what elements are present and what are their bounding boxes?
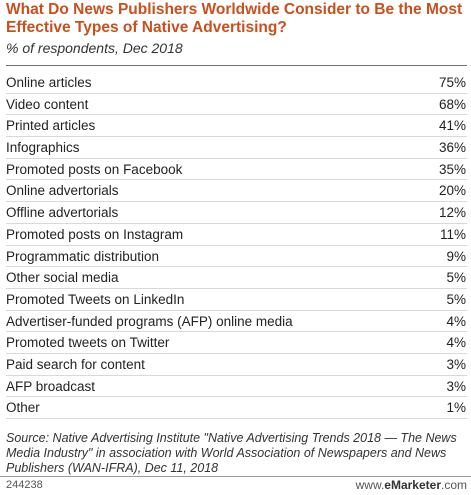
table-row: Programmatic distribution 9%: [6, 246, 467, 268]
row-label: Other: [6, 400, 40, 416]
row-label: Promoted Tweets on LinkedIn: [6, 291, 185, 307]
row-label: Online advertorials: [6, 183, 119, 199]
row-label: Online articles: [6, 75, 92, 90]
table-row: Promoted Tweets on LinkedIn 5%: [6, 289, 467, 311]
table-row: Promoted posts on Facebook 35%: [6, 159, 467, 181]
row-value: 1%: [446, 400, 466, 416]
row-value: 4%: [446, 313, 466, 329]
row-label: Promoted tweets on Twitter: [6, 335, 170, 351]
table-row: Online advertorials 20%: [6, 180, 467, 203]
row-value: 3%: [446, 378, 466, 394]
row-value: 75%: [438, 75, 466, 90]
row-value: 4%: [446, 335, 466, 351]
table-row: Video content 68%: [6, 94, 467, 116]
row-value: 41%: [438, 118, 466, 134]
table-row: AFP broadcast 3%: [6, 376, 467, 398]
brand-suffix: .com: [440, 478, 467, 492]
header-divider: [6, 65, 467, 66]
row-label: Infographics: [6, 140, 80, 156]
row-value: 20%: [438, 183, 466, 199]
brand-name: eMarketer: [384, 478, 441, 492]
footer-divider: [0, 476, 471, 477]
row-value: 36%: [438, 140, 466, 156]
chart-title: What Do News Publishers Worldwide Consid…: [6, 1, 463, 36]
row-value: 5%: [446, 291, 466, 307]
brand-prefix: www.: [355, 478, 385, 492]
row-label: Advertiser-funded programs (AFP) online …: [6, 313, 293, 329]
table-row: Promoted tweets on Twitter 4%: [6, 332, 467, 354]
row-label: AFP broadcast: [6, 378, 96, 394]
row-value: 35%: [438, 161, 466, 177]
table-row: Promoted posts on Instagram 11%: [6, 224, 467, 246]
brand-link[interactable]: www.eMarketer.com: [356, 478, 467, 492]
table-row: Other 1%: [6, 397, 467, 419]
row-value: 9%: [446, 248, 466, 264]
row-label: Paid search for content: [6, 356, 145, 372]
source-note: Source: Native Advertising Institute "Na…: [6, 431, 457, 475]
table-row: Infographics 36%: [6, 137, 467, 159]
table-row: Offline advertorials 12%: [6, 202, 467, 224]
row-label: Other social media: [6, 270, 119, 286]
table-row: Other social media 5%: [6, 267, 467, 289]
row-value: 3%: [446, 356, 466, 372]
row-label: Printed articles: [6, 118, 96, 134]
row-value: 68%: [438, 96, 466, 112]
row-label: Programmatic distribution: [6, 248, 160, 264]
table-row: Online articles 75%: [6, 72, 467, 94]
row-label: Video content: [6, 96, 89, 112]
row-value: 12%: [438, 205, 466, 221]
row-label: Offline advertorials: [6, 205, 119, 221]
row-value: 11%: [439, 226, 466, 242]
table-row: Advertiser-funded programs (AFP) online …: [6, 311, 467, 333]
row-value: 5%: [446, 270, 466, 286]
row-label: Promoted posts on Facebook: [6, 161, 183, 177]
table-row: Paid search for content 3%: [6, 354, 467, 376]
chart-id: 244238: [6, 479, 43, 491]
row-label: Promoted posts on Instagram: [6, 226, 184, 242]
table-row: Printed articles 41%: [6, 115, 467, 138]
data-table: Online articles 75% Video content 68% Printe…: [6, 72, 467, 419]
chart-subtitle: % of respondents, Dec 2018: [6, 40, 183, 56]
